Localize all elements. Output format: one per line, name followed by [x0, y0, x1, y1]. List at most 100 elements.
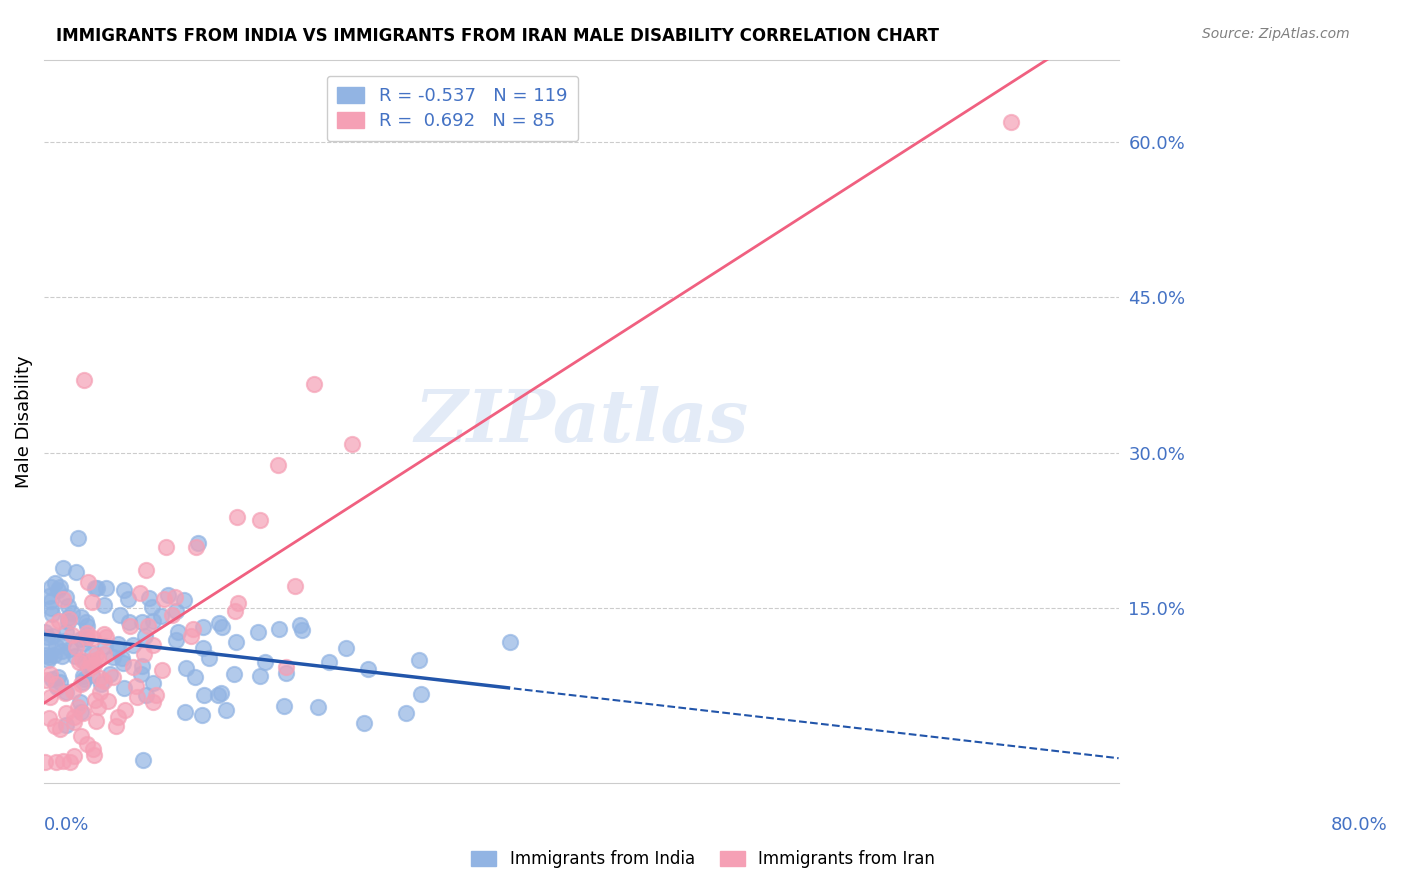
Point	[72, 675, 94, 690]
Point	[35, 630, 58, 644]
Point	[267, 458, 290, 472]
Point	[142, 695, 165, 709]
Point	[73, 636, 96, 650]
Point	[208, 615, 231, 630]
Point	[55, 590, 77, 604]
Point	[82, 632, 104, 646]
Text: 80.0%: 80.0%	[1330, 816, 1388, 834]
Point	[110, 608, 132, 623]
Point	[56, 599, 79, 614]
Point	[84, 693, 107, 707]
Point	[222, 667, 245, 681]
Point	[69, 677, 91, 691]
Point	[191, 640, 214, 655]
Point	[82, 655, 104, 669]
Point	[211, 620, 233, 634]
Point	[132, 753, 155, 767]
Point	[55, 685, 77, 699]
Point	[118, 615, 141, 629]
Point	[134, 629, 156, 643]
Point	[395, 706, 418, 720]
Point	[70, 632, 93, 646]
Point	[67, 655, 90, 669]
Point	[150, 663, 173, 677]
Point	[1000, 114, 1022, 128]
Point	[35, 648, 58, 663]
Point	[267, 623, 290, 637]
Point	[38, 690, 60, 704]
Point	[198, 650, 221, 665]
Point	[138, 591, 160, 606]
Point	[46, 680, 69, 694]
Point	[155, 541, 177, 555]
Point	[76, 630, 98, 644]
Point	[249, 669, 271, 683]
Point	[173, 593, 195, 607]
Point	[49, 580, 72, 594]
Point	[187, 536, 209, 550]
Point	[165, 603, 187, 617]
Point	[132, 647, 155, 661]
Point	[34, 755, 56, 769]
Point	[76, 626, 98, 640]
Point	[135, 688, 157, 702]
Point	[153, 592, 176, 607]
Point	[111, 651, 134, 665]
Point	[59, 641, 82, 656]
Point	[93, 647, 115, 661]
Point	[70, 610, 93, 624]
Point	[77, 660, 100, 674]
Point	[73, 373, 96, 387]
Point	[39, 580, 62, 594]
Point	[142, 676, 165, 690]
Legend: Immigrants from India, Immigrants from Iran: Immigrants from India, Immigrants from I…	[464, 844, 942, 875]
Point	[215, 703, 238, 717]
Point	[44, 575, 66, 590]
Point	[249, 513, 271, 527]
Point	[274, 666, 297, 681]
Point	[86, 648, 108, 663]
Point	[112, 681, 135, 695]
Point	[288, 618, 311, 632]
Point	[67, 531, 90, 545]
Point	[34, 624, 56, 639]
Point	[38, 649, 60, 664]
Point	[37, 637, 59, 651]
Point	[60, 606, 83, 620]
Point	[51, 644, 73, 658]
Point	[356, 662, 378, 676]
Point	[72, 669, 94, 683]
Point	[39, 667, 62, 681]
Legend: R = -0.537   N = 119, R =  0.692   N = 85: R = -0.537 N = 119, R = 0.692 N = 85	[326, 76, 578, 141]
Point	[55, 625, 77, 640]
Point	[340, 437, 363, 451]
Point	[73, 672, 96, 686]
Point	[80, 595, 103, 609]
Point	[38, 589, 60, 603]
Point	[51, 648, 73, 663]
Point	[318, 655, 340, 669]
Point	[80, 668, 103, 682]
Point	[107, 637, 129, 651]
Point	[135, 563, 157, 577]
Point	[291, 624, 314, 638]
Point	[408, 653, 430, 667]
Point	[226, 510, 249, 524]
Point	[105, 719, 128, 733]
Point	[70, 653, 93, 667]
Point	[145, 688, 167, 702]
Point	[79, 654, 101, 668]
Point	[111, 656, 134, 670]
Point	[105, 641, 128, 656]
Point	[96, 630, 118, 644]
Point	[125, 679, 148, 693]
Text: IMMIGRANTS FROM INDIA VS IMMIGRANTS FROM IRAN MALE DISABILITY CORRELATION CHART: IMMIGRANTS FROM INDIA VS IMMIGRANTS FROM…	[56, 27, 939, 45]
Point	[131, 615, 153, 630]
Point	[65, 565, 87, 579]
Point	[86, 582, 108, 596]
Point	[84, 714, 107, 728]
Point	[101, 649, 124, 664]
Point	[63, 748, 86, 763]
Point	[101, 670, 124, 684]
Point	[156, 588, 179, 602]
